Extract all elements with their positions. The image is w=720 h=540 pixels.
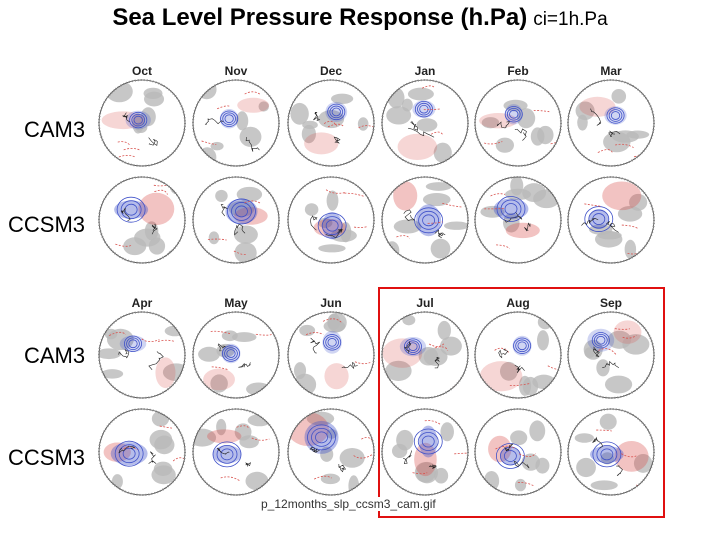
slp-map-cam3-dec xyxy=(286,78,376,168)
slp-map-cam3-mar xyxy=(566,78,656,168)
slp-map-cam3-apr xyxy=(97,310,187,400)
slp-map-cam3-jun xyxy=(286,310,376,400)
month-label-feb: Feb xyxy=(507,64,529,78)
row-label-cam3-bottom: CAM3 xyxy=(22,343,88,369)
month-label-aug: Aug xyxy=(506,296,530,310)
slp-map-cam3-oct xyxy=(97,78,187,168)
slp-map-cam3-aug xyxy=(473,310,563,400)
month-label-nov: Nov xyxy=(224,64,248,78)
slp-map-ccsm3-jul xyxy=(380,407,470,497)
month-label-apr: Apr xyxy=(131,296,153,310)
slp-map-ccsm3-apr xyxy=(97,407,187,497)
slp-map-ccsm3-sep xyxy=(566,407,656,497)
slp-map-ccsm3-dec xyxy=(286,175,376,265)
slp-map-cam3-jan xyxy=(380,78,470,168)
slp-map-cam3-jul xyxy=(380,310,470,400)
slp-map-ccsm3-jun xyxy=(286,407,376,497)
month-label-jul: Jul xyxy=(416,296,434,310)
row-label-ccsm3-bottom: CCSM3 xyxy=(6,445,88,471)
image-filename-caption: p_12months_slp_ccsm3_cam.gif xyxy=(259,497,438,511)
title-main: Sea Level Pressure Response (h.Pa) xyxy=(112,4,528,31)
title-contour-interval: ci=1h.Pa xyxy=(533,9,608,30)
month-label-dec: Dec xyxy=(319,64,342,78)
slp-map-cam3-nov xyxy=(191,78,281,168)
slp-map-cam3-feb xyxy=(473,78,563,168)
slp-map-ccsm3-oct xyxy=(97,175,187,265)
slp-map-ccsm3-feb xyxy=(473,175,563,265)
row-label-cam3-top: CAM3 xyxy=(22,117,88,143)
month-label-oct: Oct xyxy=(131,64,152,78)
slp-map-cam3-sep xyxy=(566,310,656,400)
month-label-may: May xyxy=(224,296,248,310)
month-label-mar: Mar xyxy=(600,64,622,78)
slp-map-ccsm3-may xyxy=(191,407,281,497)
slp-map-ccsm3-jan xyxy=(380,175,470,265)
slp-map-ccsm3-nov xyxy=(191,175,281,265)
figure-title: Sea Level Pressure Response (h.Pa) ci=1h.… xyxy=(0,4,720,32)
slp-map-ccsm3-aug xyxy=(473,407,563,497)
row-label-ccsm3-top: CCSM3 xyxy=(6,212,88,238)
month-label-jun: Jun xyxy=(320,296,342,310)
month-label-sep: Sep xyxy=(599,296,622,310)
slp-map-cam3-may xyxy=(191,310,281,400)
month-label-jan: Jan xyxy=(414,64,436,78)
slp-map-ccsm3-mar xyxy=(566,175,656,265)
